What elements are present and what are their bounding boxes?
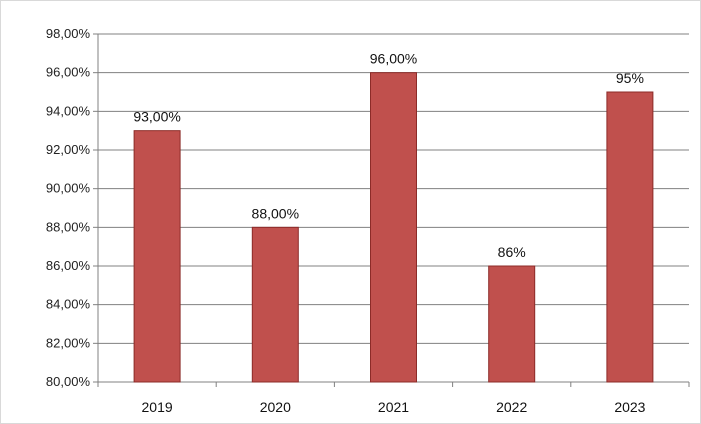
- bar-2019: [133, 130, 181, 383]
- data-label-2021: 96,00%: [370, 51, 417, 67]
- x-tick-label-2023: 2023: [614, 399, 645, 415]
- data-label-2023: 95%: [616, 70, 644, 86]
- labels: 80,00% 82,00% 84,00% 86,00% 88,00% 90,00% 92,0…: [46, 26, 646, 415]
- y-tick-label: 92,00%: [46, 142, 91, 157]
- x-tick-label-2019: 2019: [142, 399, 173, 415]
- data-label-2020: 88,00%: [252, 205, 299, 221]
- y-tick-label: 96,00%: [46, 65, 91, 80]
- y-tick-label: 86,00%: [46, 258, 91, 273]
- bar-2023: [606, 91, 654, 383]
- data-label-2019: 93,00%: [133, 109, 180, 125]
- data-label-2022: 86%: [498, 244, 526, 260]
- x-tick-label-2020: 2020: [260, 399, 291, 415]
- y-tick-label: 80,00%: [46, 374, 91, 389]
- y-tick-label: 88,00%: [46, 219, 91, 234]
- x-tick-label-2022: 2022: [496, 399, 527, 415]
- bars: [133, 72, 654, 383]
- y-tick-label: 98,00%: [46, 26, 91, 41]
- y-tick-label: 94,00%: [46, 103, 91, 118]
- y-tick-label: 84,00%: [46, 297, 91, 312]
- y-tick-label: 82,00%: [46, 335, 91, 350]
- bar-2021: [370, 72, 417, 383]
- bar-2020: [251, 226, 299, 383]
- x-tick-label-2021: 2021: [378, 399, 409, 415]
- y-tick-label: 90,00%: [46, 181, 91, 196]
- bar-2022: [488, 265, 536, 383]
